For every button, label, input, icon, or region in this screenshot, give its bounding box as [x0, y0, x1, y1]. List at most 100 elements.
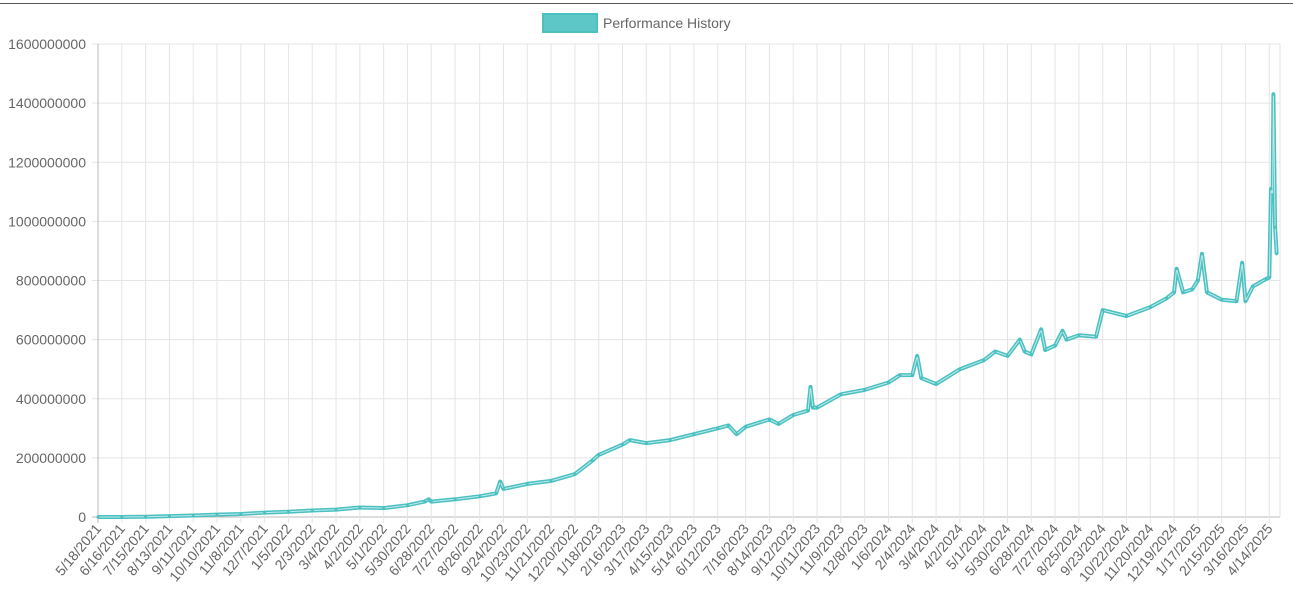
data-point: [915, 354, 919, 358]
data-point: [1240, 261, 1244, 265]
data-point: [716, 426, 720, 430]
data-point: [1271, 193, 1275, 197]
data-point: [1005, 354, 1009, 358]
data-point: [726, 423, 730, 427]
data-point: [1043, 348, 1047, 352]
data-point: [405, 503, 409, 507]
data-point: [382, 506, 386, 510]
y-tick-label: 800000000: [16, 273, 86, 289]
data-point: [191, 514, 195, 518]
data-point: [1125, 314, 1129, 318]
data-point: [934, 382, 938, 386]
data-point: [1269, 187, 1273, 191]
data-point: [1267, 276, 1271, 280]
data-point: [776, 422, 780, 426]
y-tick-label: 1600000000: [8, 36, 86, 52]
data-point: [1220, 298, 1224, 302]
data-point: [839, 392, 843, 396]
data-point: [453, 497, 457, 501]
y-tick-label: 1400000000: [8, 95, 86, 111]
y-tick-label: 200000000: [16, 450, 86, 466]
data-point: [628, 438, 632, 442]
y-tick-label: 600000000: [16, 332, 86, 348]
data-point: [597, 453, 601, 457]
y-tick-label: 1200000000: [8, 154, 86, 170]
data-point: [590, 459, 594, 463]
data-point: [358, 506, 362, 510]
data-point: [1077, 333, 1081, 337]
data-point: [1264, 277, 1268, 281]
data-point: [1275, 252, 1279, 256]
series-performance-history: [96, 92, 1279, 519]
data-point: [668, 438, 672, 442]
legend-swatch: [542, 13, 598, 33]
data-point: [910, 373, 914, 377]
data-point: [1271, 92, 1275, 96]
data-point: [1200, 252, 1204, 256]
data-point: [744, 425, 748, 429]
legend[interactable]: Performance History: [542, 13, 731, 33]
data-point: [498, 480, 502, 484]
data-point: [692, 432, 696, 436]
data-point: [144, 515, 148, 519]
data-point: [767, 417, 771, 421]
data-point: [429, 500, 433, 504]
data-point: [1251, 284, 1255, 288]
data-point: [886, 380, 890, 384]
data-point: [1244, 299, 1248, 303]
data-point: [96, 515, 100, 519]
grid: [92, 43, 1281, 523]
data-point: [1172, 290, 1176, 294]
data-point: [494, 491, 498, 495]
data-point: [1175, 267, 1179, 271]
data-point: [1065, 338, 1069, 342]
x-axis: 5/18/20216/16/20217/15/20218/13/20219/11…: [52, 520, 1276, 584]
data-point: [806, 409, 810, 413]
data-point: [1060, 329, 1064, 333]
data-point: [982, 358, 986, 362]
data-point: [898, 373, 902, 377]
y-axis: 0 200000000 400000000 600000000 800000000 100…: [8, 36, 86, 525]
data-point: [239, 512, 243, 516]
data-point: [573, 472, 577, 476]
data-point: [1234, 299, 1238, 303]
data-point: [993, 349, 997, 353]
legend-label: Performance History: [603, 15, 731, 31]
data-point: [1148, 305, 1152, 309]
data-point: [1190, 287, 1194, 291]
data-point: [1053, 344, 1057, 348]
y-tick-label: 0: [78, 509, 86, 525]
data-point: [525, 482, 529, 486]
data-point: [549, 479, 553, 483]
data-point: [310, 508, 314, 512]
data-point: [815, 406, 819, 410]
data-point: [863, 388, 867, 392]
series-line: [98, 92, 1279, 519]
data-point: [811, 406, 815, 410]
data-point: [791, 413, 795, 417]
data-point: [621, 443, 625, 447]
data-point: [478, 494, 482, 498]
top-border: [0, 3, 1293, 4]
data-point: [1029, 352, 1033, 356]
data-point: [644, 441, 648, 445]
data-point: [1205, 290, 1209, 294]
data-point: [1018, 338, 1022, 342]
data-point: [1165, 296, 1169, 300]
data-point: [1023, 349, 1027, 353]
data-point: [1039, 327, 1043, 331]
data-point: [501, 487, 505, 491]
y-tick-label: 400000000: [16, 391, 86, 407]
data-point: [919, 376, 923, 380]
data-point: [423, 500, 427, 504]
data-point: [1273, 225, 1277, 229]
data-point: [286, 510, 290, 514]
data-point: [427, 497, 431, 501]
data-point: [334, 508, 338, 512]
series-line-highlight: [98, 93, 1278, 518]
data-point: [735, 432, 739, 436]
data-point: [1094, 335, 1098, 339]
data-point: [167, 514, 171, 518]
data-point: [1181, 290, 1185, 294]
